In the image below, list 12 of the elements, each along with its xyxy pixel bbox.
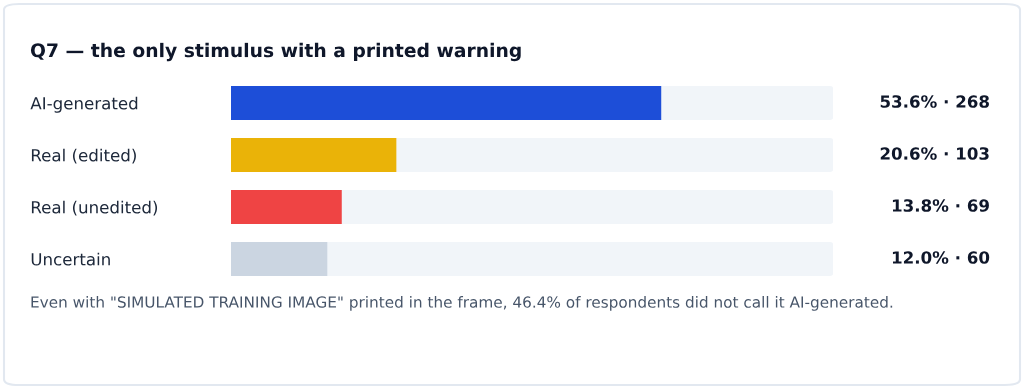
text: Even with "SIMULATED TRAINING IMAGE" printed in the frame, 46.4% of respondents did not call it AI-generated. [31, 296, 893, 311]
bar [231, 242, 328, 276]
bar [231, 190, 342, 224]
y-tick-label: Uncertain [31, 252, 110, 266]
y-tick-label: AI-generated [30, 96, 138, 113]
data-label: 53.6% · 268 [880, 95, 989, 108]
y-tick-label: Real (unedited) [31, 200, 158, 216]
data-label: 12.0% · 60 [892, 251, 990, 264]
chart-title: Q7 — the only stimulus with a printed warning [30, 42, 521, 62]
data-label: 20.6% · 103 [880, 147, 989, 160]
data-label: 13.8% · 69 [892, 199, 989, 212]
y-tick-label: Real (edited) [31, 148, 136, 164]
